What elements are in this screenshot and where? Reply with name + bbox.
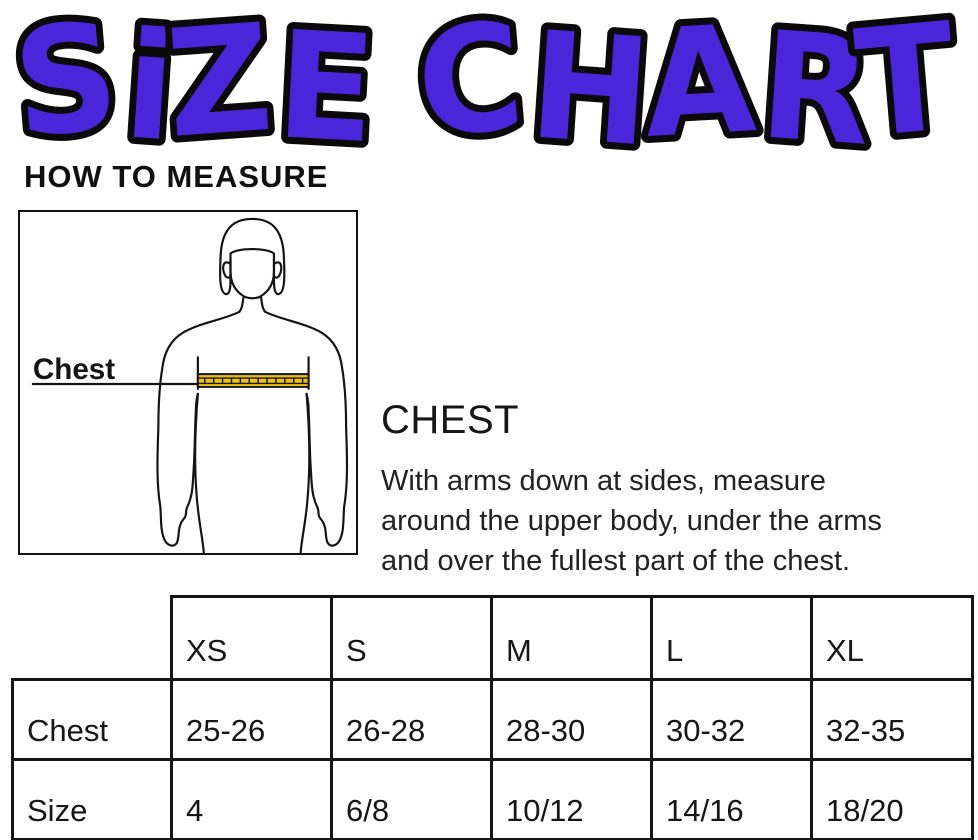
figure-face [229,258,276,300]
row-label-size: Size [11,758,173,840]
figure-ear-left [222,261,232,279]
measuring-tape [196,373,310,388]
header-row: XS S M L XL [13,595,974,681]
table-cell: 6/8 [330,758,493,840]
figure-hair [219,217,286,296]
header-cell-xs: XS [170,595,333,681]
size-table: XS S M L XL Chest 25-26 26-28 28-30 30-3… [11,595,974,840]
table-row-size: Size 4 6/8 10/12 14/16 18/20 [11,758,974,840]
blank-corner-cell [13,597,172,680]
chest-instruction-body: With arms down at sides, measure around … [381,465,882,577]
table-cell: 32-35 [810,678,974,761]
table-cell: 25-26 [170,678,333,761]
figure-right-arm [260,296,349,547]
figure-torso-left [194,392,205,553]
chest-instruction-heading: CHEST [381,398,520,442]
table-cell: 4 [170,758,333,840]
measure-figure-box: Chest [18,210,358,555]
table-cell: 30-32 [650,678,813,761]
figure-torso-right [299,392,311,553]
table-cell: 28-30 [490,678,653,761]
how-to-measure-heading: HOW TO MEASURE [24,159,329,194]
figure-ear-right [272,261,283,279]
figure-chest-label: Chest [33,353,115,386]
row-label-chest: Chest [11,678,173,761]
figure-left-arm [156,296,245,547]
title-banner: SiZE CHART [0,0,969,152]
header-cell-s: S [330,595,493,681]
table-cell: 26-28 [330,678,493,761]
measuring-tape-ticks [204,377,304,384]
header-cell-xl: XL [810,595,974,681]
torso-figure-illustration: Chest [31,217,349,553]
table-cell: 10/12 [490,758,653,840]
header-cell-m: M [490,595,653,681]
page-title: SiZE CHART [7,0,962,152]
table-row-chest: Chest 25-26 26-28 28-30 30-32 32-35 [11,678,974,761]
chest-instruction-section: CHEST With arms down at sides, measure a… [381,398,941,581]
table-cell: 18/20 [810,758,974,840]
table-cell: 14/16 [650,758,813,840]
header-cell-l: L [650,595,813,681]
